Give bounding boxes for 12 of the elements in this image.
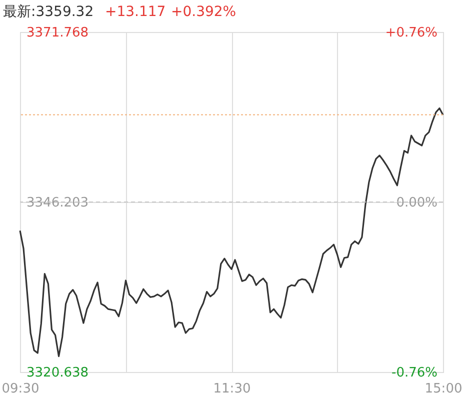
chart-title: 最新:3359.32 <box>3 4 94 20</box>
text: +13.117 <box>105 4 166 20</box>
y2-tick-label: -0.76% <box>392 366 438 380</box>
text: +0.392% <box>171 4 236 20</box>
y-tick-label: 3320.638 <box>26 366 89 380</box>
line-series <box>19 107 444 358</box>
x-tick-label: 09:30 <box>2 382 40 396</box>
y-tick-label: 3346.203 <box>26 196 89 210</box>
y-tick-label: 3371.768 <box>26 26 89 40</box>
x-tick-label: 15:00 <box>424 382 462 396</box>
y2-tick-label: +0.76% <box>385 26 438 40</box>
x-tick-label: 11:30 <box>213 382 251 396</box>
